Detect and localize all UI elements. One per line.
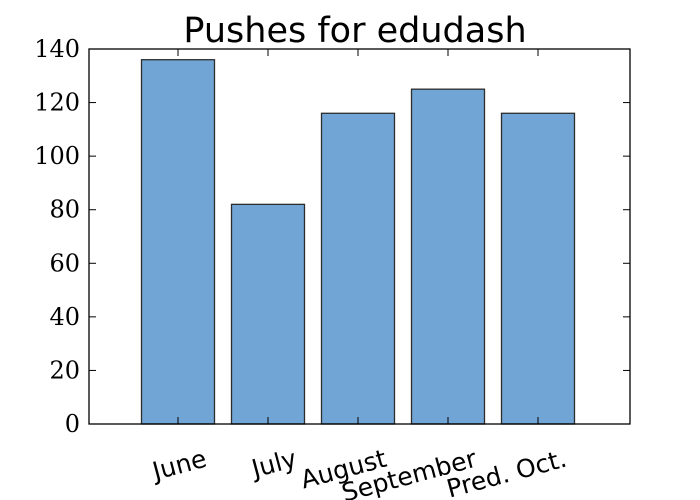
chart-title: Pushes for edudash [183,11,526,51]
y-tick-label: 80 [49,196,80,224]
y-tick-label: 140 [34,35,80,63]
y-tick-label: 100 [34,142,80,170]
plot-area-frame [88,48,631,425]
x-tick-label: July [247,444,300,484]
y-axis-tick-labels: 0 20 40 60 80 100 120 140 [34,35,80,438]
y-tick-label: 40 [49,303,80,331]
bar-3 [410,88,486,425]
bar-2 [320,112,396,425]
y-tick-label: 120 [34,89,80,117]
axis-ticks-group [89,48,630,425]
x-tick-label: June [148,444,210,487]
bar-4 [500,112,576,425]
bar-1 [230,203,306,425]
y-tick-label: 0 [65,410,80,438]
y-tick-label: 20 [49,356,80,384]
bars-group [140,59,576,425]
bar-0 [140,59,216,425]
y-tick-label: 60 [49,249,80,277]
